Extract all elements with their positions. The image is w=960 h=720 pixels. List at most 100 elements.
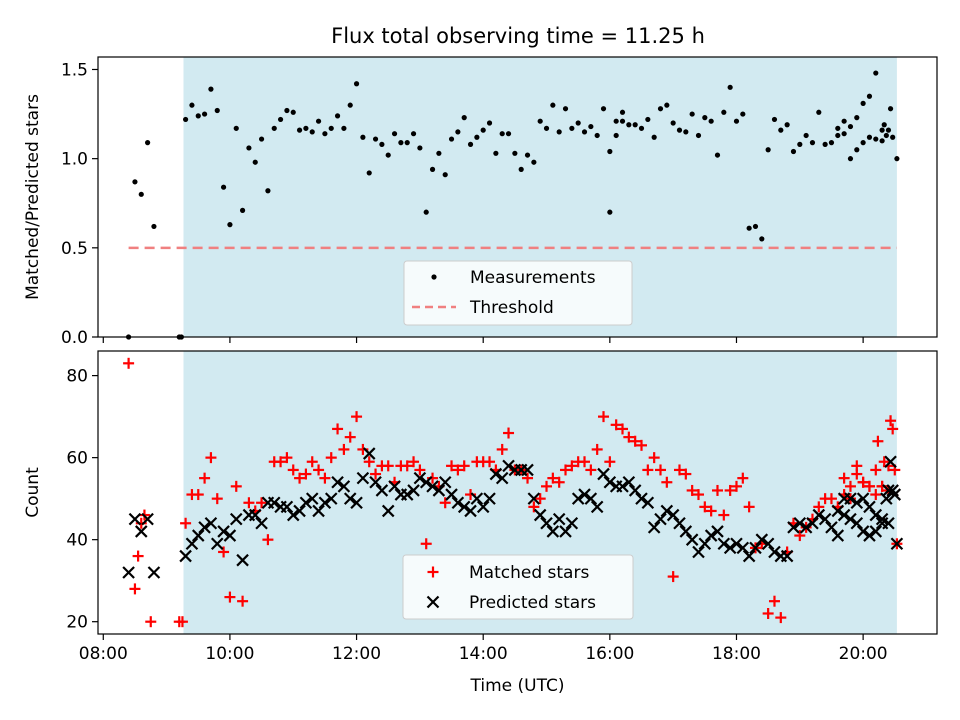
predicted-star-point bbox=[590, 500, 604, 514]
x-tick-label: 14:00 bbox=[459, 644, 508, 664]
predicted-star-point bbox=[533, 508, 547, 522]
x-stroke bbox=[210, 537, 224, 551]
x-stroke bbox=[704, 529, 718, 542]
measurement-point bbox=[455, 129, 461, 135]
measurement-point bbox=[201, 111, 208, 117]
predicted-star-point bbox=[337, 480, 351, 493]
measurement-point bbox=[835, 132, 841, 139]
x-stroke bbox=[679, 525, 693, 538]
x-stroke bbox=[141, 512, 154, 526]
x-stroke bbox=[438, 475, 452, 489]
x-tick-label: 18:00 bbox=[712, 644, 761, 664]
measurement-point bbox=[265, 188, 271, 194]
measurement-point bbox=[398, 140, 404, 146]
matched-star-point bbox=[825, 493, 837, 505]
matched-star-point bbox=[256, 497, 268, 509]
x-stroke bbox=[844, 492, 857, 505]
x-stroke bbox=[755, 533, 769, 546]
matched-star-point bbox=[813, 501, 825, 513]
x-stroke bbox=[641, 496, 655, 510]
matched-star-point bbox=[401, 460, 413, 472]
matched-star-point bbox=[661, 476, 673, 488]
predicted-star-point bbox=[432, 484, 446, 497]
predicted-star-point bbox=[476, 500, 490, 514]
x-stroke bbox=[622, 475, 636, 489]
measurement-point bbox=[866, 93, 873, 99]
predicted-star-point bbox=[578, 488, 591, 501]
predicted-star-point bbox=[850, 516, 864, 530]
x-stroke bbox=[533, 508, 547, 522]
x-stroke bbox=[527, 492, 541, 505]
predicted-star-point bbox=[210, 537, 224, 551]
measurement-point bbox=[372, 136, 379, 142]
matched-star-point bbox=[294, 472, 306, 484]
predicted-star-point bbox=[267, 496, 281, 510]
matched-star-point bbox=[458, 460, 470, 472]
x-stroke bbox=[856, 525, 870, 538]
legend-x bbox=[426, 595, 440, 609]
measurement-point bbox=[594, 132, 600, 139]
predicted-star-point bbox=[704, 529, 718, 542]
matched-star-point bbox=[262, 534, 274, 546]
matched-star-point bbox=[718, 509, 730, 521]
predicted-star-point bbox=[217, 525, 230, 538]
x-stroke bbox=[362, 447, 376, 460]
measurement-point bbox=[341, 125, 347, 131]
y-axis-label: Count bbox=[23, 467, 43, 518]
predicted-star-point bbox=[837, 508, 851, 522]
matched-star-point bbox=[180, 517, 192, 529]
x-stroke bbox=[229, 512, 243, 526]
measurement-point bbox=[873, 70, 879, 76]
measurement-point bbox=[638, 125, 645, 131]
matched-star-point bbox=[585, 464, 597, 476]
measurement-point bbox=[803, 132, 809, 139]
matched-star-point bbox=[243, 497, 255, 509]
x-stroke bbox=[831, 529, 845, 542]
predicted-star-point bbox=[299, 496, 313, 510]
matched-star-point bbox=[145, 616, 157, 628]
matched-star-point bbox=[218, 546, 230, 558]
measurement-point bbox=[866, 134, 873, 140]
predicted-star-point bbox=[419, 475, 433, 489]
predicted-star-point bbox=[616, 480, 629, 493]
measurement-point bbox=[575, 120, 581, 126]
x-stroke bbox=[502, 459, 515, 473]
matched-star-point bbox=[610, 419, 622, 431]
measurement-point bbox=[887, 106, 894, 112]
predicted-star-point bbox=[882, 484, 895, 497]
predicted-star-point bbox=[863, 500, 876, 514]
measurement-point bbox=[543, 125, 550, 131]
measurement-point bbox=[721, 109, 727, 115]
measurement-point bbox=[379, 141, 385, 147]
predicted-star-point bbox=[850, 496, 864, 510]
matched-star-point bbox=[319, 472, 331, 484]
predicted-star-point bbox=[388, 480, 401, 493]
matched-star-point bbox=[566, 460, 578, 472]
measurement-point bbox=[841, 118, 847, 124]
predicted-star-point bbox=[831, 529, 845, 542]
x-stroke bbox=[806, 516, 819, 530]
matched-star-point bbox=[332, 423, 344, 435]
predicted-star-point bbox=[445, 488, 458, 501]
measurement-point bbox=[841, 131, 847, 137]
predicted-star-point bbox=[799, 521, 813, 534]
matched-star-point bbox=[205, 452, 217, 464]
measurement-point bbox=[423, 209, 429, 215]
measurement-point bbox=[759, 236, 765, 242]
matched-star-point bbox=[541, 480, 553, 492]
matched-star-point bbox=[534, 493, 546, 505]
y-tick-label: 20 bbox=[66, 613, 88, 633]
y-tick-label: 80 bbox=[66, 367, 88, 387]
x-stroke bbox=[217, 525, 230, 538]
measurement-point bbox=[556, 129, 562, 135]
measurement-point bbox=[461, 115, 467, 121]
measurement-point bbox=[360, 134, 366, 140]
predicted-star-point bbox=[426, 480, 439, 493]
predicted-star-point bbox=[584, 492, 598, 505]
legend-label-predicted: Predicted stars bbox=[469, 593, 596, 613]
plot-frame bbox=[97, 56, 938, 338]
matched-star-point bbox=[553, 476, 565, 488]
x-stroke bbox=[869, 525, 883, 538]
measurement-point bbox=[233, 125, 239, 131]
legend-label-measurements: Measurements bbox=[470, 268, 596, 288]
